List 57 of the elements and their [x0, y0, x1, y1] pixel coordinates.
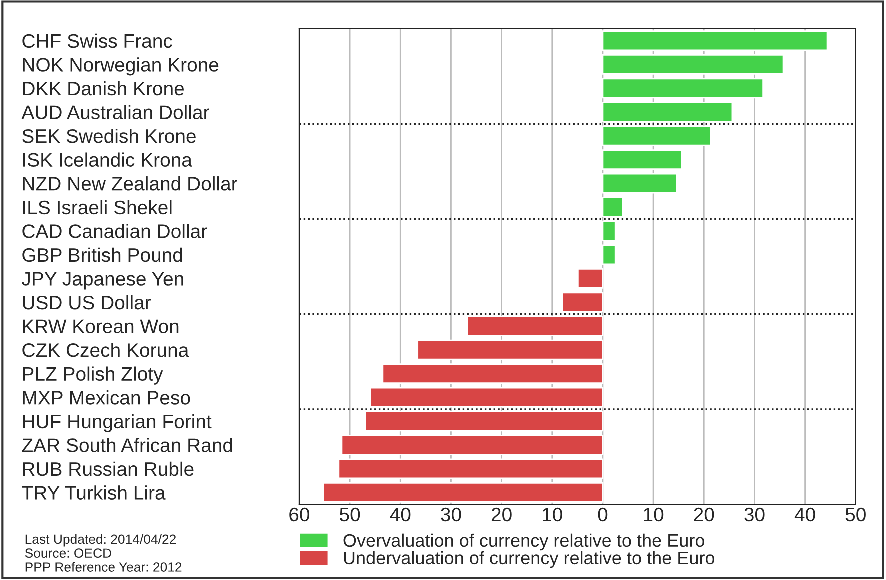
x-tick-label: 40	[794, 508, 816, 522]
bar	[370, 387, 604, 408]
bar	[577, 268, 604, 289]
bar	[417, 340, 604, 360]
y-tick-label: GBP British Pound	[22, 248, 182, 262]
y-tick-label: ILS Israeli Shekel	[23, 200, 172, 215]
x-tick-label: 20	[492, 508, 512, 522]
y-tick-label: JPY Japanese Yen	[22, 272, 184, 290]
legend-label: Undervaluation of currency relative to the Euro	[344, 551, 715, 568]
y-tick-label: NOK Norwegian Krone	[23, 58, 219, 76]
x-tick-label: 10	[543, 508, 562, 522]
y-tick-label: CHF Swiss Franc	[22, 34, 172, 48]
x-tick-label: 30	[744, 508, 765, 522]
bar	[602, 30, 828, 52]
bar	[466, 316, 604, 336]
source-note: Source: OECD	[25, 548, 112, 558]
legend-label: Overvaluation of currency relative to the Euro	[344, 534, 704, 551]
bar	[602, 244, 616, 266]
bar	[382, 364, 604, 384]
y-tick-label: HUF Hungarian Forint	[23, 414, 212, 432]
y-tick-label: DKK Danish Krone	[23, 81, 184, 96]
y-tick-label: TRY Turkish Lira	[22, 486, 166, 500]
bar	[602, 220, 616, 242]
bar	[602, 197, 624, 218]
bar	[602, 78, 764, 99]
x-tick-label: 50	[340, 508, 360, 522]
y-tick-label: RUB Russian Ruble	[23, 462, 194, 476]
y-tick-label: AUD Australian Dollar	[22, 105, 210, 120]
y-tick-label: NZD New Zealand Dollar	[23, 176, 238, 191]
bar	[365, 411, 604, 432]
bar	[602, 173, 678, 194]
bar	[323, 482, 604, 503]
bar	[602, 150, 683, 170]
text: Last Updated: 2014/04/22	[26, 534, 176, 547]
y-tick-label: MXP Mexican Peso	[23, 390, 190, 405]
y-tick-label: USD US Dollar	[23, 295, 152, 310]
x-tick-label: 60	[290, 508, 310, 522]
x-tick-label: 20	[694, 508, 714, 522]
bar	[602, 102, 734, 122]
y-tick-label: CZK Czech Koruna	[22, 342, 190, 358]
x-tick-label: 0	[598, 508, 608, 522]
bar	[602, 126, 712, 146]
y-tick-label: ZAR South African Rand	[22, 438, 232, 452]
bar	[341, 434, 604, 456]
bar	[602, 54, 784, 75]
x-tick-label: 40	[390, 508, 411, 522]
x-tick-label: 10	[644, 508, 664, 522]
text: PPP Reference Year: 2012	[26, 562, 182, 572]
x-tick-label: 30	[441, 508, 462, 522]
bar	[338, 458, 604, 480]
y-tick-label: ISK Icelandic Krona	[23, 152, 192, 168]
y-tick-label: PLZ Polish Zloty	[23, 366, 164, 385]
y-tick-label: SEK Swedish Krone	[22, 128, 196, 144]
y-tick-label: CAD Canadian Dollar	[22, 224, 208, 238]
x-tick-label: 50	[846, 508, 866, 522]
bar	[562, 292, 604, 313]
y-tick-label: KRW Korean Won	[23, 320, 179, 334]
